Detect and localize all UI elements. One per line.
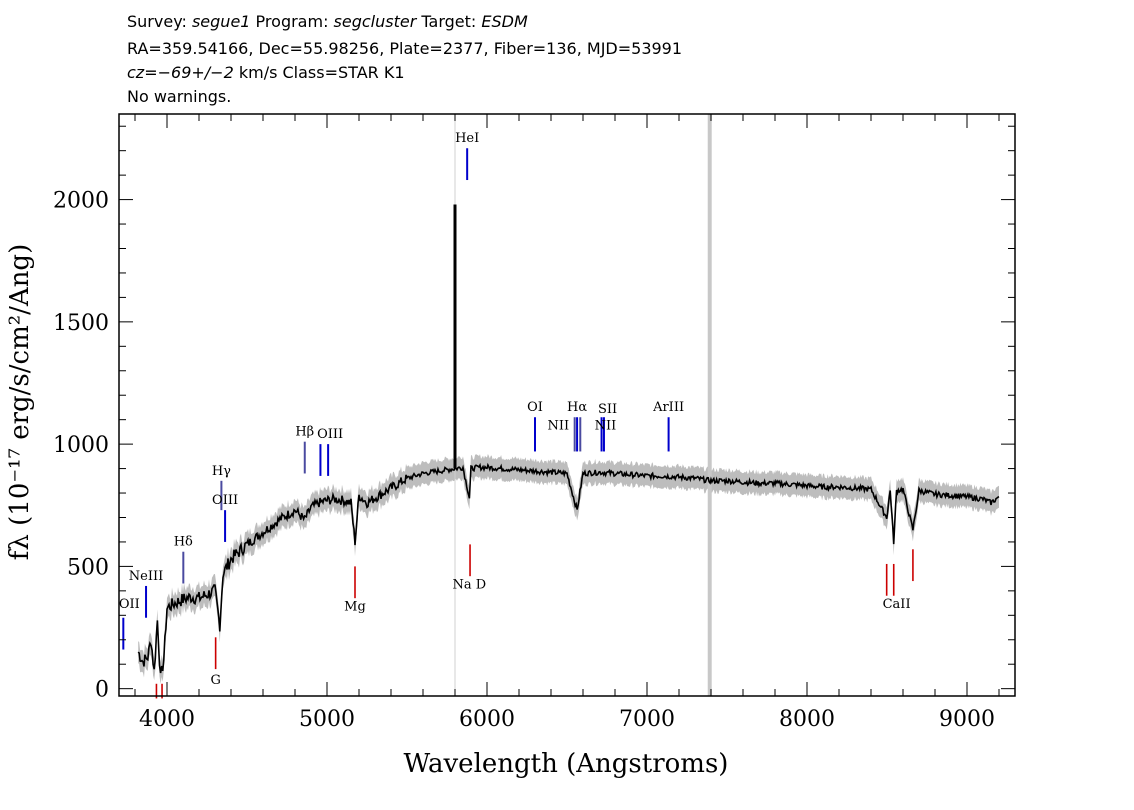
y-tick-label: 1000: [53, 433, 109, 458]
survey-value: segue1: [191, 12, 251, 31]
x-tick-label: 5000: [299, 707, 355, 732]
emission-label: OIII: [212, 493, 238, 508]
header-line-3: cz=−69+/−2 km/s Class=STAR K1: [127, 63, 405, 83]
target-label: Target:: [416, 12, 482, 31]
class-value: km/s Class=STAR K1: [233, 63, 405, 82]
emission-label: Hβ: [295, 425, 314, 440]
emission-label: OIII: [317, 427, 343, 442]
emission-label: NeIII: [129, 569, 163, 584]
y-tick-label: 2000: [53, 189, 109, 214]
header-line-2: RA=359.54166, Dec=55.98256, Plate=2377, …: [127, 39, 683, 58]
program-label: Program:: [250, 12, 334, 31]
emission-label: Hα: [567, 400, 587, 415]
emission-label: HeI: [455, 131, 479, 146]
header-line-4: No warnings.: [127, 87, 232, 106]
emission-label: OII: [119, 597, 140, 612]
x-tick-label: 6000: [459, 707, 515, 732]
absorption-label: Mg: [344, 599, 366, 614]
spectrum-series: [137, 204, 1000, 674]
program-value: segcluster: [333, 12, 417, 31]
emission-label: SII: [598, 402, 617, 417]
y-axis-title: fλ (10⁻¹⁷ erg/s/cm²/Ang): [5, 244, 35, 560]
survey-label: Survey:: [127, 12, 192, 31]
x-tick-label: 9000: [939, 707, 995, 732]
emission-label: Hγ: [212, 464, 231, 479]
emission-label: Hδ: [174, 535, 193, 550]
axes: 4000 5000 6000 7000 8000 9000 0 500 1000 1500 2000: [53, 113, 1016, 732]
y-tick-label: 500: [67, 555, 109, 580]
target-value: ESDM: [481, 12, 528, 31]
plot-frame: [118, 113, 1016, 697]
spectrum-line: [137, 462, 1000, 674]
x-tick-label: 4000: [139, 707, 195, 732]
y-tick-label: 0: [95, 678, 109, 703]
absorption-label: G: [210, 673, 220, 688]
emission-label: NII: [547, 418, 569, 433]
x-axis-title: Wavelength (Angstroms): [404, 749, 729, 779]
absorption-label: CaII: [883, 597, 911, 612]
header-line-1: Survey: segue1 Program: segcluster Targe…: [127, 12, 528, 32]
x-tick-label: 8000: [779, 707, 835, 732]
emission-label: OI: [527, 400, 543, 415]
emission-label: ArIII: [652, 400, 684, 415]
x-tick-label: 7000: [619, 707, 675, 732]
y-tick-label: 1500: [53, 311, 109, 336]
emission-label: NII: [595, 418, 617, 433]
absorption-label: Na D: [453, 577, 487, 592]
redshift-value: cz=−69+/−2: [127, 63, 234, 82]
